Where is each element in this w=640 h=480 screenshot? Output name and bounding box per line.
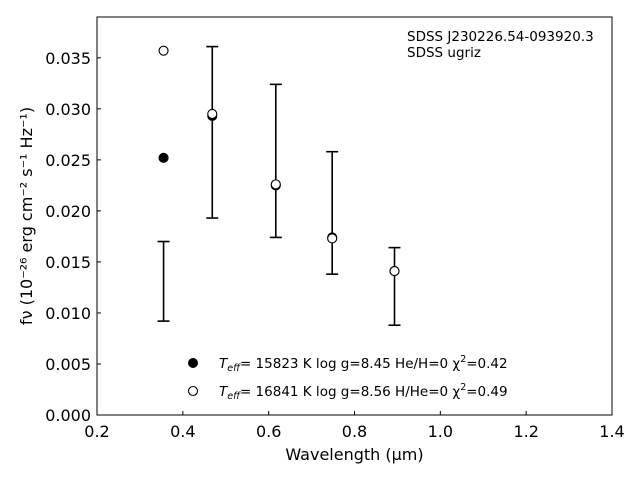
legend: Teff= 15823 K log g=8.45 He/H=0 χ2=0.42 … <box>187 354 508 402</box>
y-tick-label: 0.010 <box>45 304 91 323</box>
plot-frame <box>96 16 613 416</box>
legend-entry-1-superscript: 2 <box>460 354 466 365</box>
y-tick-label: 0.025 <box>45 151 91 170</box>
legend-entry-2: Teff= 16841 K log g=8.56 H/He=0 χ2=0.49 <box>219 382 508 402</box>
observed-flux-errorbars <box>157 45 401 326</box>
model-point-filled <box>158 152 169 163</box>
y-tick-label: 0.035 <box>45 49 91 68</box>
legend-entry-1-subscript: eff <box>227 363 241 374</box>
legend-entry-2-symbol: T <box>219 384 229 400</box>
model-point-open <box>270 179 281 190</box>
x-tick-label: 1.0 <box>428 422 453 441</box>
y-tick-label: 0.000 <box>45 406 91 425</box>
legend-entry-2-subscript: eff <box>227 391 241 402</box>
model-flux-markers <box>158 45 400 277</box>
y-tick-label: 0.030 <box>45 100 91 119</box>
legend-entry-2-superscript: 2 <box>460 382 466 393</box>
legend-entry-1-symbol: T <box>219 356 229 372</box>
x-tick-label: 0.6 <box>256 422 281 441</box>
y-tick-label: 0.020 <box>45 202 91 221</box>
legend-filled-marker <box>188 358 198 368</box>
legend-open-marker <box>187 385 199 397</box>
y-axis: 0.000 0.005 0.010 0.015 0.020 0.025 0.030 0.035 <box>45 49 101 425</box>
legend-entry-1: Teff= 15823 K log g=8.45 He/H=0 χ2=0.42 <box>219 354 508 374</box>
x-tick-label: 1.2 <box>513 422 538 441</box>
model-point-open <box>327 233 338 244</box>
x-axis: 0.2 0.4 0.6 0.8 1.0 1.2 1.4 <box>84 411 625 441</box>
model-point-open <box>389 266 400 277</box>
model-point-open <box>207 108 218 119</box>
filter-set-annotation: SDSS ugriz <box>407 45 481 61</box>
x-tick-label: 0.4 <box>170 422 195 441</box>
y-axis-label: fν (10⁻²⁶ erg cm⁻² s⁻¹ Hz⁻¹) <box>17 107 36 325</box>
x-tick-label: 0.2 <box>84 422 109 441</box>
y-tick-label: 0.015 <box>45 253 91 272</box>
legend-entry-1-value: =0.42 <box>466 356 507 372</box>
legend-entry-1-text: = 15823 K log g=8.45 He/H=0 χ <box>240 356 460 372</box>
legend-entry-2-value: =0.49 <box>466 384 507 400</box>
object-name-annotation: SDSS J230226.54-093920.3 <box>407 29 594 45</box>
y-tick-label: 0.005 <box>45 355 91 374</box>
model-point-open <box>158 45 169 56</box>
legend-entry-2-text: = 16841 K log g=8.56 H/He=0 χ <box>240 384 460 400</box>
x-tick-label: 0.8 <box>342 422 367 441</box>
x-tick-label: 1.4 <box>599 422 624 441</box>
x-axis-label: Wavelength (μm) <box>285 445 423 464</box>
